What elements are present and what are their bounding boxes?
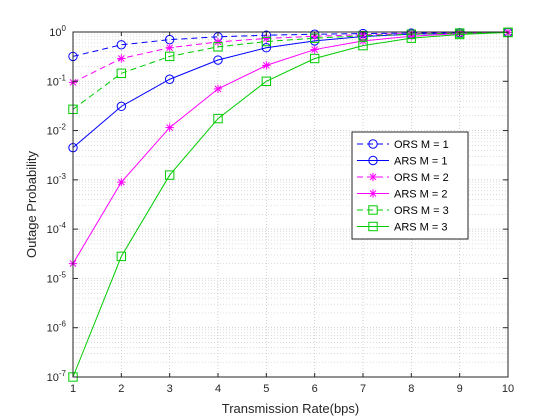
data-point — [368, 205, 378, 215]
y-tick-labels: 10-7 10-6 10-5 10-4 10-3 10-2 10-1 100 — [47, 24, 67, 384]
series-line — [72, 31, 509, 57]
series-line — [72, 31, 509, 264]
data-point — [165, 123, 174, 132]
y-tick-label: 10-4 — [47, 221, 67, 236]
y-tick-label: 10-6 — [47, 320, 67, 335]
x-tick-labels: 1 2 3 4 5 6 7 8 9 10 — [70, 383, 514, 395]
data-point — [213, 42, 223, 52]
x-tick-label: 1 — [70, 383, 76, 395]
legend-item: ORS M = 3 — [357, 205, 449, 217]
data-point — [261, 76, 272, 86]
data-point — [368, 189, 378, 198]
data-point — [116, 251, 127, 262]
x-tick-label: 3 — [167, 383, 173, 395]
data-point — [117, 54, 126, 63]
x-tick-label: 6 — [312, 383, 318, 395]
data-point — [213, 113, 223, 124]
legend-item: ARS M = 1 — [357, 156, 448, 168]
y-tick-label: 10-3 — [47, 172, 67, 187]
data-point — [164, 51, 175, 62]
data-point — [310, 45, 319, 54]
data-point — [309, 53, 320, 64]
x-tick-label: 10 — [502, 383, 514, 395]
data-point — [116, 101, 127, 112]
data-point — [368, 155, 378, 166]
data-point — [116, 40, 127, 50]
y-tick-label: 100 — [49, 24, 66, 39]
legend-label: ORS M = 3 — [394, 205, 449, 217]
x-tick-label: 7 — [360, 383, 366, 395]
data-point — [213, 37, 223, 47]
series-line — [72, 31, 509, 110]
data-point — [165, 43, 174, 52]
axis-ticks — [72, 31, 509, 378]
data-point — [358, 40, 368, 51]
data-point — [261, 36, 272, 47]
data-point — [368, 139, 378, 149]
legend-label: ORS M = 2 — [394, 172, 449, 184]
data-point — [368, 172, 378, 182]
data-point — [213, 55, 223, 65]
minor-gridlines — [73, 33, 508, 363]
series-line — [72, 31, 509, 149]
y-tick-label: 10-5 — [47, 270, 67, 285]
legend-item: ARS M = 2 — [357, 189, 448, 201]
data-point — [164, 74, 175, 84]
legend-label: ARS M = 3 — [394, 222, 448, 234]
data-point — [117, 177, 126, 187]
plot-frame — [72, 31, 509, 378]
y-tick-label: 10-2 — [47, 123, 67, 138]
legend-item: ARS M = 3 — [357, 222, 448, 234]
y-tick-label: 10-1 — [47, 73, 67, 88]
series-line — [72, 31, 509, 378]
legend-label: ORS M = 1 — [394, 139, 449, 151]
x-tick-label: 4 — [215, 383, 221, 395]
x-tick-label: 2 — [118, 383, 124, 395]
data-point — [213, 84, 223, 94]
x-axis-label: Transmission Rate(bps) — [222, 401, 360, 416]
legend-item: ORS M = 1 — [357, 139, 449, 151]
data-point — [262, 61, 271, 70]
legend-item: ORS M = 2 — [357, 172, 449, 184]
series-line — [72, 31, 509, 83]
data-point — [368, 221, 378, 232]
data-point — [454, 29, 465, 40]
x-tick-label: 9 — [457, 383, 463, 395]
legend: ORS M = 1 ARS M = 1 ORS M = 2 ARS M = 2 ORS … — [351, 131, 469, 240]
legend-box — [351, 131, 469, 240]
x-tick-label: 5 — [263, 383, 269, 395]
legend-label: ARS M = 1 — [394, 156, 448, 168]
data-point — [164, 170, 175, 180]
y-axis-label: Outage Probability — [24, 151, 39, 258]
x-tick-label: 8 — [408, 383, 414, 395]
data-point — [261, 43, 272, 53]
legend-label: ARS M = 2 — [394, 189, 448, 201]
y-tick-label: 10-7 — [47, 369, 67, 384]
data-point — [116, 68, 127, 79]
